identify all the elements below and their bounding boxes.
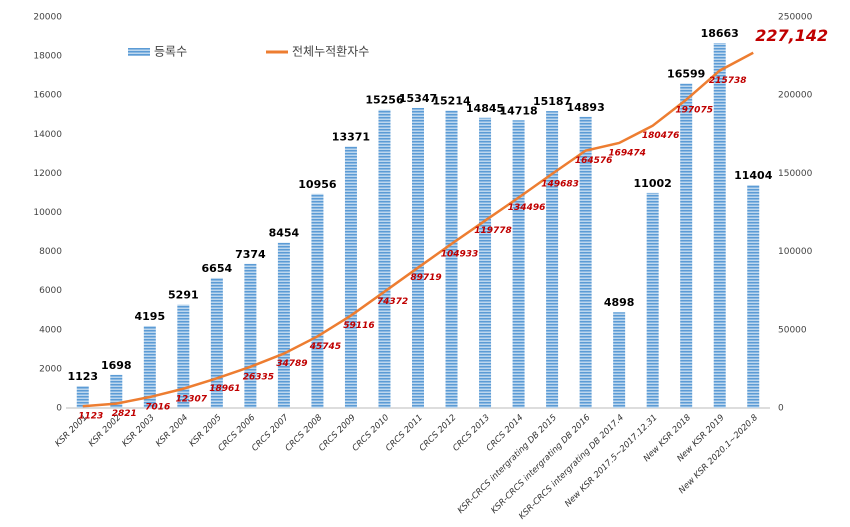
bar [747, 185, 760, 408]
y-tick-label: 10000 [33, 208, 62, 218]
bar [512, 120, 525, 409]
bar-label: 1123 [67, 370, 98, 383]
bar [680, 83, 693, 408]
y-tick-label: 8000 [39, 247, 62, 257]
y2-tick-label: 100000 [778, 247, 813, 257]
line-label: 169474 [608, 148, 646, 158]
line-label: 215738 [709, 76, 747, 86]
line-label: 89719 [410, 273, 441, 283]
bar [210, 277, 223, 408]
bar [479, 117, 492, 409]
y-tick-label: 16000 [33, 91, 62, 101]
bar-label: 16599 [667, 67, 705, 80]
bar-label: 11002 [634, 177, 672, 190]
line-label: 227,142 [755, 26, 828, 45]
bar-label: 1698 [101, 359, 132, 372]
line-label: 119778 [474, 226, 512, 236]
bar-label: 11404 [734, 169, 773, 182]
bar [143, 325, 156, 408]
bar-label: 4195 [134, 310, 165, 323]
line-label: 104933 [441, 249, 479, 259]
line-label: 164576 [575, 156, 613, 166]
line-label: 134496 [508, 203, 546, 213]
line-label: 12307 [176, 394, 208, 404]
line-label: 18961 [209, 384, 240, 394]
bar-label: 7374 [235, 248, 266, 261]
y-tick-label: 20000 [33, 13, 62, 23]
bar [378, 109, 391, 408]
line-label: 2821 [112, 409, 137, 419]
bar [277, 242, 290, 408]
y-tick-label: 0 [56, 404, 62, 414]
bar-label: 10956 [298, 178, 337, 191]
bar-label: 13371 [332, 131, 370, 144]
bar-label: 15347 [399, 92, 437, 105]
bar [445, 110, 458, 409]
bar [344, 146, 357, 408]
bar-label: 8454 [269, 227, 300, 240]
line [82, 51, 754, 408]
y2-tick-label: 0 [778, 404, 784, 414]
bar [110, 374, 123, 408]
bar-label: 14893 [566, 101, 604, 114]
y2-tick-label: 150000 [778, 169, 813, 179]
line-label: 197075 [675, 105, 713, 115]
y2-tick-label: 200000 [778, 91, 813, 101]
bar [177, 304, 190, 408]
y-tick-label: 4000 [39, 325, 62, 335]
line-label: 26335 [243, 372, 274, 382]
y2-tick-label: 50000 [778, 325, 807, 335]
line-label: 149683 [541, 179, 579, 189]
legend-swatch [128, 48, 150, 56]
legend-label: 등록수 [154, 45, 187, 59]
bar [713, 43, 726, 408]
bar [613, 312, 626, 408]
line-label: 59116 [343, 321, 374, 331]
bar-label: 15256 [365, 94, 404, 107]
x-tick-label: KSR 2004 [154, 413, 190, 449]
line-label: 45745 [309, 342, 341, 352]
bar-label: 14845 [466, 102, 504, 115]
bar [546, 111, 559, 408]
bar [646, 192, 659, 408]
bar-label: 15214 [432, 95, 471, 108]
y2-tick-label: 250000 [778, 13, 813, 23]
y-tick-label: 14000 [33, 130, 62, 140]
bar-label: 4898 [604, 296, 635, 309]
bar [244, 263, 257, 408]
bar [412, 107, 424, 408]
line-label: 180476 [642, 131, 680, 141]
legend-label: 전체누적환자수 [292, 45, 369, 59]
y-tick-label: 6000 [39, 286, 62, 296]
y-tick-label: 12000 [33, 169, 62, 179]
bar-label: 6654 [202, 262, 233, 275]
line-label: 74372 [377, 297, 408, 307]
line-label: 7016 [145, 403, 170, 413]
y-tick-label: 2000 [39, 364, 62, 374]
bar [579, 116, 592, 408]
bar-label: 14718 [499, 104, 537, 117]
line-label: 34789 [276, 359, 307, 369]
bar-label: 18663 [701, 27, 739, 40]
bar-label: 15187 [533, 95, 571, 108]
y-tick-label: 18000 [33, 52, 62, 62]
line-label: 1123 [78, 412, 103, 422]
bar [76, 386, 89, 408]
bar [311, 193, 324, 408]
bar-label: 5291 [168, 289, 199, 302]
